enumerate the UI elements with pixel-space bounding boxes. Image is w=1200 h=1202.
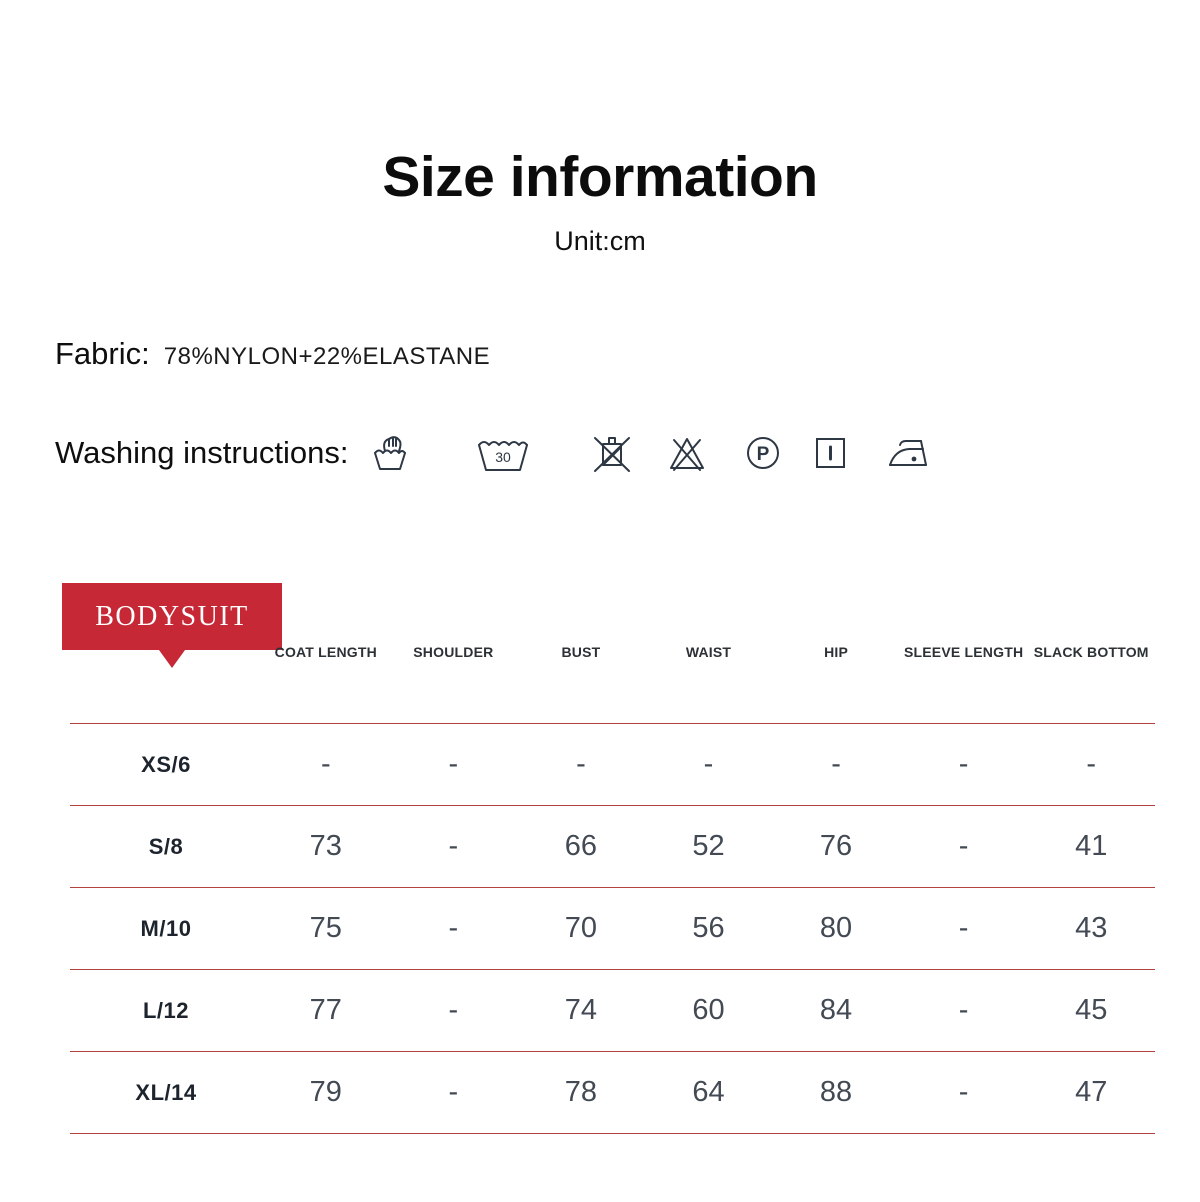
- cell-value: 75: [309, 912, 342, 944]
- fabric-row: Fabric: 78%NYLON+22%ELASTANE: [55, 336, 490, 372]
- svg-text:30: 30: [496, 449, 512, 465]
- size-label: M/10: [140, 915, 192, 941]
- cell-value: -: [958, 912, 969, 944]
- size-table-body: XS/6 - - - - - - - S/8 73 - 66 52 76 - 4…: [70, 723, 1155, 1134]
- column-header-sleeve-length: SLEEVE LENGTH: [903, 644, 1024, 660]
- cell-value: 66: [564, 830, 598, 862]
- cell-value: 45: [1075, 994, 1108, 1026]
- cell-value: 76: [819, 830, 853, 862]
- column-header-slack-bottom: SLACK BOTTOM: [1033, 644, 1149, 660]
- cell-value: -: [448, 830, 459, 862]
- category-badge: BODYSUIT: [62, 583, 282, 650]
- cell-value: -: [576, 748, 586, 780]
- cell-value: -: [958, 994, 969, 1026]
- cell-value: 80: [819, 912, 853, 944]
- cell-value: 43: [1075, 912, 1108, 944]
- cell-value: -: [320, 748, 331, 780]
- column-header-waist: WAIST: [685, 644, 732, 660]
- table-row-l: L/12 77 - 74 60 84 - 45: [70, 969, 1155, 1051]
- hand-wash-icon: [368, 430, 412, 476]
- size-label: XS/6: [141, 751, 191, 777]
- table-row-m: M/10 75 - 70 56 80 - 43: [70, 887, 1155, 969]
- cell-value: -: [448, 1076, 459, 1108]
- table-row-xl: XL/14 79 - 78 64 88 - 47: [70, 1051, 1155, 1133]
- machine-wash-30-icon: 30: [475, 430, 531, 476]
- table-row-s: S/8 73 - 66 52 76 - 41: [70, 805, 1155, 887]
- cell-value: 88: [819, 1076, 853, 1108]
- cell-value: 84: [819, 994, 853, 1026]
- cell-value: -: [958, 1076, 969, 1108]
- cell-value: 78: [564, 1076, 598, 1108]
- cell-value: -: [448, 994, 459, 1026]
- do-not-wring-icon: [590, 430, 634, 476]
- cell-value: -: [448, 748, 459, 780]
- cell-value: -: [831, 748, 841, 780]
- iron-one-dot-icon: [884, 430, 932, 476]
- cell-value: 52: [692, 830, 725, 862]
- cell-value: 41: [1075, 830, 1108, 862]
- cell-value: 79: [309, 1076, 342, 1108]
- page-title: Size information: [382, 145, 818, 209]
- cell-value: 77: [309, 994, 342, 1026]
- column-header-coat-length: COAT LENGTH: [274, 644, 377, 660]
- cell-value: -: [448, 912, 459, 944]
- unit-label: Unit:cm: [554, 226, 646, 256]
- cell-value: -: [703, 748, 714, 780]
- cell-value: 74: [564, 994, 598, 1026]
- cell-value: 64: [692, 1076, 725, 1108]
- size-table-header: COAT LENGTH SHOULDER BUST WAIST HIP SLEE…: [70, 641, 1155, 663]
- table-row-xs: XS/6 - - - - - - -: [70, 723, 1155, 805]
- cell-value: 47: [1075, 1076, 1108, 1108]
- column-header-hip: HIP: [824, 644, 849, 660]
- category-badge-label: BODYSUIT: [95, 600, 249, 632]
- size-label: L/12: [142, 997, 190, 1023]
- washing-instructions-row: Washing instructions: 30: [55, 428, 932, 478]
- cell-value: -: [958, 748, 969, 780]
- cell-value: 70: [564, 912, 598, 944]
- cell-value: -: [958, 830, 969, 862]
- column-header-bust: BUST: [561, 644, 601, 660]
- cell-value: 73: [309, 830, 342, 862]
- svg-text:P: P: [757, 444, 770, 465]
- fabric-label: Fabric:: [55, 336, 150, 371]
- fabric-composition: 78%NYLON+22%ELASTANE: [163, 343, 491, 370]
- column-header-shoulder: SHOULDER: [413, 644, 494, 660]
- cell-value: 60: [692, 994, 725, 1026]
- header-spacer: [70, 641, 262, 663]
- cell-value: 56: [692, 912, 725, 944]
- size-label: XL/14: [135, 1079, 197, 1105]
- cell-value: -: [1086, 748, 1097, 780]
- washing-instructions-label: Washing instructions:: [55, 435, 349, 470]
- badge-pointer: [159, 650, 185, 668]
- do-not-bleach-icon: [665, 430, 709, 476]
- dry-clean-p-icon: P: [741, 430, 785, 476]
- drip-dry-icon: [808, 430, 852, 476]
- size-label: S/8: [148, 833, 184, 859]
